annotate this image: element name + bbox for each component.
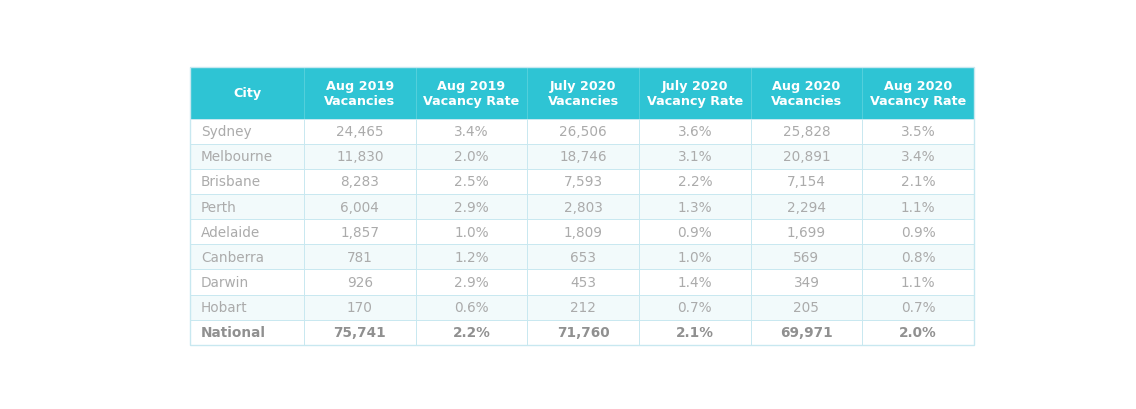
Text: 781: 781 <box>346 250 373 264</box>
Text: Darwin: Darwin <box>201 275 249 289</box>
Text: 3.4%: 3.4% <box>454 125 488 139</box>
Text: 1.1%: 1.1% <box>901 275 935 289</box>
Text: 69,971: 69,971 <box>780 326 833 339</box>
Text: Perth: Perth <box>201 200 237 214</box>
Bar <box>191 295 974 320</box>
Text: 0.6%: 0.6% <box>454 301 488 315</box>
Text: 2,294: 2,294 <box>787 200 826 214</box>
Text: 1,857: 1,857 <box>341 225 379 239</box>
Text: 3.4%: 3.4% <box>901 150 935 164</box>
Text: 0.7%: 0.7% <box>901 301 935 315</box>
Text: 2.0%: 2.0% <box>454 150 488 164</box>
Text: Aug 2019
Vacancy Rate: Aug 2019 Vacancy Rate <box>424 80 519 108</box>
Text: Sydney: Sydney <box>201 125 251 139</box>
Text: 2.1%: 2.1% <box>901 175 935 189</box>
Text: 25,828: 25,828 <box>783 125 830 139</box>
Bar <box>191 245 974 270</box>
Bar <box>191 195 974 220</box>
Text: 11,830: 11,830 <box>336 150 384 164</box>
Bar <box>640 68 751 119</box>
Text: 0.9%: 0.9% <box>901 225 936 239</box>
Bar <box>416 68 527 119</box>
Bar <box>191 68 974 345</box>
Text: 349: 349 <box>793 275 819 289</box>
Text: 2.9%: 2.9% <box>454 200 488 214</box>
Text: 2,803: 2,803 <box>563 200 602 214</box>
Text: Aug 2020
Vacancy Rate: Aug 2020 Vacancy Rate <box>870 80 967 108</box>
Text: 2.2%: 2.2% <box>452 326 491 339</box>
Bar <box>191 119 974 144</box>
Text: 1,809: 1,809 <box>563 225 603 239</box>
Text: July 2020
Vacancies: July 2020 Vacancies <box>548 80 619 108</box>
Text: 24,465: 24,465 <box>336 125 384 139</box>
Text: Melbourne: Melbourne <box>201 150 273 164</box>
Text: 18,746: 18,746 <box>559 150 607 164</box>
Text: 3.1%: 3.1% <box>677 150 712 164</box>
Text: 0.9%: 0.9% <box>677 225 712 239</box>
Bar <box>191 169 974 195</box>
Text: National: National <box>201 326 266 339</box>
Text: Hobart: Hobart <box>201 301 248 315</box>
Text: 2.1%: 2.1% <box>676 326 713 339</box>
Text: 71,760: 71,760 <box>557 326 610 339</box>
Text: 926: 926 <box>346 275 373 289</box>
Text: July 2020
Vacancy Rate: July 2020 Vacancy Rate <box>646 80 743 108</box>
Text: Canberra: Canberra <box>201 250 264 264</box>
Text: 212: 212 <box>570 301 596 315</box>
Text: Adelaide: Adelaide <box>201 225 260 239</box>
Bar <box>191 220 974 245</box>
Text: 3.5%: 3.5% <box>901 125 936 139</box>
Text: 20,891: 20,891 <box>783 150 830 164</box>
Text: 0.7%: 0.7% <box>677 301 712 315</box>
Text: 205: 205 <box>793 301 819 315</box>
Text: 7,154: 7,154 <box>787 175 826 189</box>
Text: 653: 653 <box>570 250 596 264</box>
Text: 2.2%: 2.2% <box>677 175 712 189</box>
Text: 6,004: 6,004 <box>341 200 379 214</box>
Text: Aug 2020
Vacancies: Aug 2020 Vacancies <box>771 80 842 108</box>
Text: 8,283: 8,283 <box>341 175 379 189</box>
Bar <box>304 68 416 119</box>
Text: City: City <box>233 87 261 100</box>
Text: Brisbane: Brisbane <box>201 175 261 189</box>
Text: 2.5%: 2.5% <box>454 175 488 189</box>
Text: 3.6%: 3.6% <box>677 125 712 139</box>
Text: 0.8%: 0.8% <box>901 250 935 264</box>
Text: 1.1%: 1.1% <box>901 200 935 214</box>
Text: 453: 453 <box>570 275 596 289</box>
Text: 2.9%: 2.9% <box>454 275 488 289</box>
Text: 2.0%: 2.0% <box>900 326 937 339</box>
Text: 1.3%: 1.3% <box>677 200 712 214</box>
Text: Aug 2019
Vacancies: Aug 2019 Vacancies <box>324 80 395 108</box>
Text: 1.0%: 1.0% <box>677 250 712 264</box>
Text: 1,699: 1,699 <box>787 225 826 239</box>
Bar <box>527 68 640 119</box>
Bar <box>862 68 974 119</box>
Bar <box>191 320 974 345</box>
Text: 170: 170 <box>346 301 373 315</box>
Text: 1.4%: 1.4% <box>677 275 712 289</box>
Bar <box>191 68 304 119</box>
Text: 569: 569 <box>793 250 819 264</box>
Text: 75,741: 75,741 <box>334 326 386 339</box>
Text: 7,593: 7,593 <box>563 175 603 189</box>
Bar <box>191 270 974 295</box>
Bar <box>191 144 974 169</box>
Text: 1.0%: 1.0% <box>454 225 488 239</box>
Text: 26,506: 26,506 <box>559 125 607 139</box>
Bar <box>751 68 862 119</box>
Text: 1.2%: 1.2% <box>454 250 488 264</box>
